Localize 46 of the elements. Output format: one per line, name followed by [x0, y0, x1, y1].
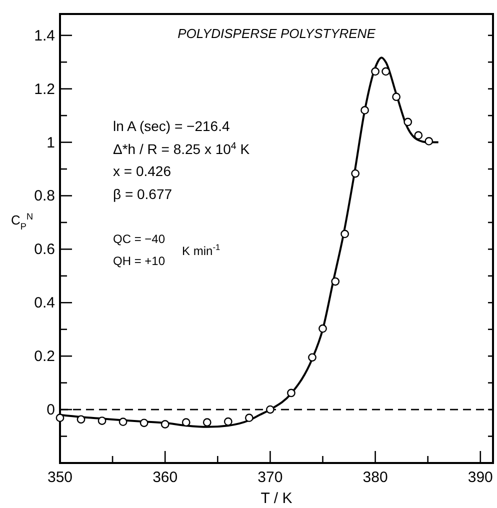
point: [266, 405, 274, 414]
x-tick-label: 360: [152, 469, 178, 486]
point: [392, 92, 401, 102]
y-tick-label: 0.8: [34, 188, 55, 205]
annotation: ln A (sec) = −216.4: [113, 118, 230, 134]
point: [340, 230, 350, 238]
annotation: β = 0.677: [113, 186, 172, 202]
x-tick-label: 390: [468, 469, 493, 486]
point: [371, 67, 380, 76]
annotation: QH = +10: [113, 254, 166, 268]
annotation: x = 0.426: [113, 163, 172, 179]
point: [98, 416, 106, 425]
annotation: Δ*h / R = 8.25 x 10$^{4}$ K: [113, 140, 250, 157]
point: [331, 277, 340, 286]
point: [202, 418, 212, 427]
y-tick-label: 1.2: [34, 80, 55, 98]
point: [308, 353, 316, 362]
y-tick-label: 0.6: [34, 241, 55, 258]
annotation: K min$^{-1}$: [182, 242, 220, 258]
point: [244, 414, 254, 422]
point: [76, 415, 86, 424]
x-axis-title: T / K: [260, 490, 292, 507]
x-tick-label: 380: [362, 469, 388, 486]
point: [318, 324, 327, 333]
point: [414, 131, 423, 140]
point: [118, 418, 128, 426]
y-tick-label: 1: [46, 134, 55, 152]
text: POLYDISPERSE POLYSTYRENE: [178, 26, 376, 41]
point: [224, 417, 232, 426]
x-tick-label: 370: [258, 469, 283, 486]
y-tick-label: 0: [46, 402, 55, 419]
point: [287, 388, 296, 398]
point: [360, 106, 369, 114]
point: [424, 137, 434, 146]
y-tick-label: 1.4: [34, 27, 55, 44]
point: [160, 420, 170, 428]
y-tick-label: 0.4: [34, 294, 55, 312]
annotation: QC = −40: [113, 232, 166, 246]
point: [182, 418, 190, 427]
point: [351, 169, 360, 178]
point: [56, 414, 64, 422]
x-tick-label: 350: [47, 469, 73, 486]
point: [382, 67, 390, 76]
y-tick-label: 0.2: [34, 348, 55, 366]
point: [404, 118, 412, 126]
point: [140, 418, 148, 428]
